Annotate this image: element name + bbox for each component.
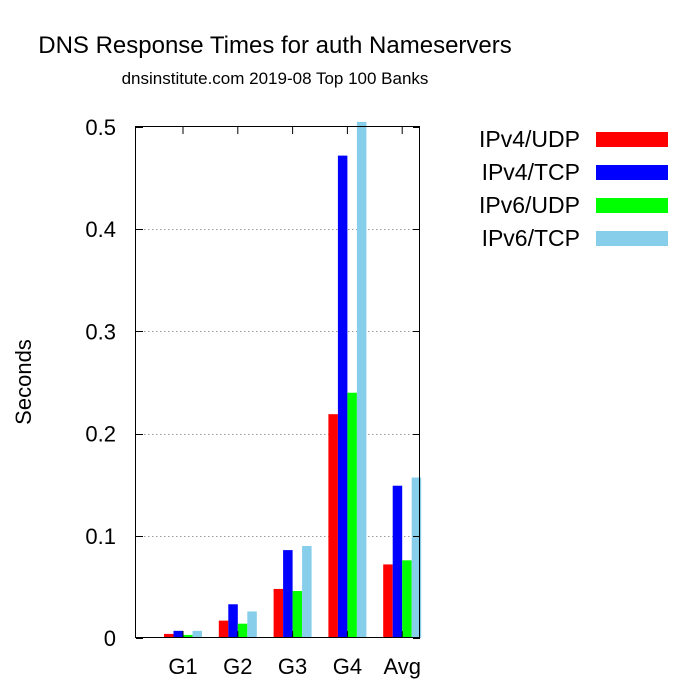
bar-ipv4-tcp-g2: [228, 604, 238, 638]
x-tick-label: G3: [278, 654, 307, 679]
chart-title: DNS Response Times for auth Nameservers: [38, 32, 512, 59]
legend-swatch: [596, 132, 668, 147]
y-tick-label: 0.2: [85, 422, 116, 447]
legend-swatch: [596, 231, 668, 246]
bar-ipv4-tcp-g3: [283, 550, 293, 638]
bar-ipv6-udp-g4: [347, 392, 357, 638]
legend-label: IPv6/TCP: [482, 225, 580, 251]
bar-ipv6-tcp-avg: [411, 477, 422, 638]
legend-label: IPv4/UDP: [479, 126, 580, 152]
axis-ticks: 0 0.1 0.2 0.3 0.4 0.5 G1 G2 G3 G4 Avg: [85, 115, 421, 679]
bar-ipv6-udp-g2: [237, 623, 248, 638]
legend-swatch: [596, 198, 668, 213]
bar-ipv6-tcp-g3: [302, 546, 312, 638]
bar-ipv6-udp-avg: [402, 560, 412, 638]
y-tick-label: 0: [104, 626, 116, 651]
y-tick-label: 0.3: [85, 319, 116, 344]
x-tick-label: G4: [333, 654, 362, 679]
y-tick-label: 0.5: [85, 115, 116, 140]
bar-ipv4-udp-g2: [218, 620, 229, 638]
legend: IPv4/UDP IPv4/TCP IPv6/UDP IPv6/TCP: [479, 126, 668, 251]
plot-frame: [135, 126, 420, 638]
chart-subtitle: dnsinstitute.com 2019-08 Top 100 Banks: [122, 69, 429, 88]
bar-series: [164, 121, 422, 638]
y-axis-label: Seconds: [11, 339, 36, 425]
x-tick-label: G2: [223, 654, 252, 679]
legend-label: IPv6/UDP: [479, 192, 580, 218]
grid-lines: [136, 229, 420, 537]
legend-label: IPv4/TCP: [482, 159, 580, 185]
bar-ipv6-tcp-g1: [192, 630, 202, 638]
bar-ipv6-tcp-g2: [247, 611, 257, 638]
bar-ipv4-tcp-g4: [337, 155, 348, 638]
legend-swatch: [596, 165, 668, 180]
x-tick-label: Avg: [383, 654, 421, 679]
bar-ipv4-tcp-avg: [392, 485, 403, 638]
bar-ipv4-tcp-g1: [173, 630, 183, 638]
bar-ipv6-udp-g1: [183, 634, 193, 638]
x-tick-label: G1: [168, 654, 197, 679]
bar-ipv4-udp-g3: [273, 588, 284, 638]
bar-ipv6-tcp-g4: [356, 121, 367, 638]
bar-ipv4-udp-g1: [164, 633, 174, 638]
bar-ipv4-udp-avg: [383, 564, 393, 638]
y-tick-label: 0.1: [85, 524, 116, 549]
y-tick-label: 0.4: [85, 217, 116, 242]
bar-ipv4-udp-g4: [328, 414, 338, 638]
bar-ipv6-udp-g3: [292, 590, 303, 638]
